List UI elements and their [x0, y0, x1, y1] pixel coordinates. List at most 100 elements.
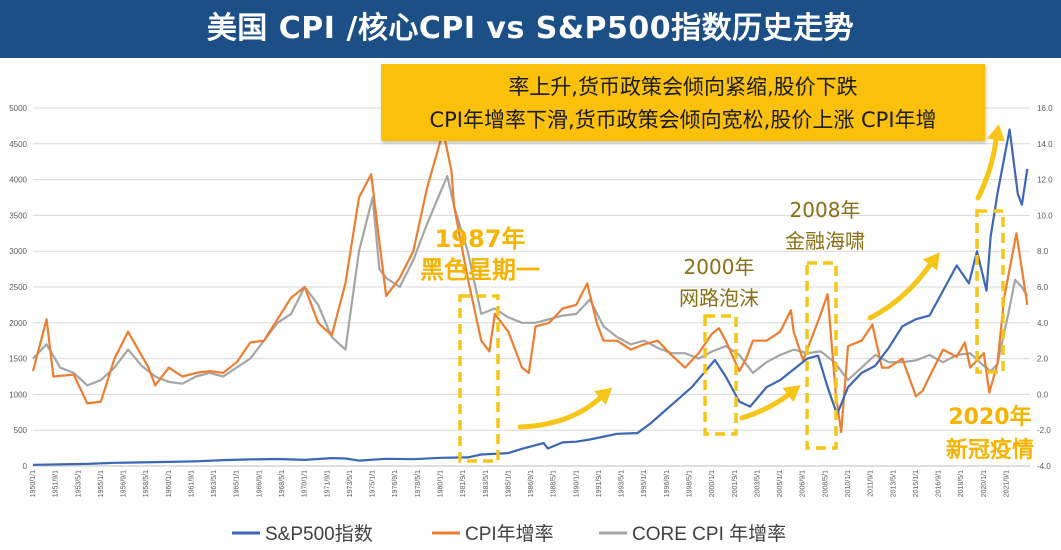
legend-label: S&P500指数 [265, 523, 373, 545]
y-right-tick-label: 12.0 [1037, 176, 1053, 185]
y-right-tick-label: 14.0 [1037, 140, 1053, 149]
x-tick-label: 1970/1/1 [302, 470, 309, 497]
y-right-tick-label: 16.0 [1037, 104, 1053, 113]
series-line-core-cpi [32, 174, 1029, 387]
callout-line-2: CPI年增率下滑,货币政策会倾向宽松,股价上涨 CPI年增 [429, 108, 937, 132]
x-tick-label: 1983/5/1 [483, 470, 490, 497]
x-tick-label: 2008/5/1 [822, 470, 829, 497]
page-title: 美国 CPI /核心CPI vs S&P500指数历史走势 [206, 11, 855, 46]
x-tick-label: 1966/9/1 [256, 470, 263, 497]
arrow-1987-head [594, 387, 613, 405]
x-tick-label: 1995/1/1 [641, 470, 648, 497]
y-right-tick-label: 10.0 [1037, 211, 1053, 220]
y-left-tick-label: 0 [23, 462, 28, 471]
x-tick-label: 2013/5/1 [890, 470, 897, 497]
label-2008-name: 金融海啸 [785, 229, 865, 253]
y-right-tick-label: -4.0 [1037, 462, 1051, 471]
x-tick-label: 2003/5/1 [754, 470, 761, 497]
x-tick-label: 2006/9/1 [800, 470, 807, 497]
y-left-tick-label: 2500 [9, 283, 27, 292]
arrow-2008-head [922, 252, 940, 271]
x-tick-label: 1971/9/1 [324, 470, 331, 497]
x-tick-label: 1965/1/1 [234, 470, 241, 497]
gridlines [33, 107, 1030, 467]
x-tick-label: 1951/9/1 [53, 470, 60, 497]
x-tick-label: 2018/5/1 [958, 470, 965, 497]
arrow-2020 [975, 137, 999, 201]
x-axis-ticks: 1950/1/1 1951/9/1 1953/5/1 1955/1/1 1956/9/1… [30, 465, 1030, 497]
label-2000-year: 2000年 [684, 255, 755, 279]
legend-label: CORE CPI 年增率 [632, 523, 786, 545]
highlight-boxes [458, 209, 1005, 463]
highlight-box-1987 [458, 294, 500, 463]
label-2008-year: 2008年 [790, 198, 861, 222]
x-tick-label: 1953/5/1 [75, 470, 82, 497]
y-left-tick-label: 2000 [9, 319, 27, 328]
label-1987-year: 1987年 [435, 225, 526, 253]
y-right-tick-label: 2.0 [1037, 355, 1049, 364]
trend-arrows [517, 124, 1005, 430]
title-bar: 美国 CPI /核心CPI vs S&P500指数历史走势 [0, 0, 1061, 58]
highlight-box-2008 [805, 261, 838, 450]
label-1987-name: 黑色星期一 [420, 256, 540, 284]
y-right-tick-label: 4.0 [1037, 319, 1049, 328]
x-tick-label: 2021/9/1 [1003, 470, 1010, 497]
x-tick-label: 1978/5/1 [415, 470, 422, 497]
arrow-2020-head [987, 124, 1005, 142]
x-tick-label: 2011/9/1 [868, 470, 875, 497]
x-tick-label: 1960/1/1 [166, 470, 173, 497]
callout-box: 率上升,货币政策会倾向紧缩,股价下跌 CPI年增率下滑,货币政策会倾向宽松,股价… [381, 64, 985, 141]
series-lines [31, 128, 1029, 466]
x-tick-label: 2020/1/1 [981, 470, 988, 497]
y-left-tick-label: 1000 [9, 390, 27, 399]
x-tick-label: 1950/1/1 [30, 470, 37, 497]
callout-line-1: 率上升,货币政策会倾向紧缩,股价下跌 [508, 75, 858, 99]
x-tick-label: 2015/1/1 [913, 470, 920, 497]
label-2020-year: 2020年 [948, 404, 1031, 430]
x-tick-label: 1955/1/1 [98, 470, 105, 497]
x-tick-label: 1981/9/1 [460, 470, 467, 497]
arrow-2000-head [782, 385, 801, 403]
y-right-tick-label: 6.0 [1037, 283, 1049, 292]
y-right-tick-label: 0.0 [1037, 390, 1049, 399]
y-left-tick-label: 500 [14, 426, 28, 435]
x-tick-label: 1973/5/1 [347, 470, 354, 497]
y-left-tick-label: 3000 [9, 247, 27, 256]
y-left-tick-label: 4500 [9, 140, 27, 149]
arrow-1987 [517, 395, 603, 430]
y-left-tick-label: 4000 [9, 176, 27, 185]
arrow-2000 [739, 392, 791, 421]
event-labels: 1987年 黑色星期一 2000年 网路泡沫 2008年 金融海啸 2020年 … [420, 198, 1034, 463]
x-tick-label: 1985/1/1 [505, 470, 512, 497]
legend: S&P500指数 CPI年增率 CORE CPI 年增率 [232, 523, 786, 545]
x-tick-label: 1988/5/1 [551, 470, 558, 497]
x-tick-label: 1993/5/1 [619, 470, 626, 497]
series-line-cpi [31, 130, 1029, 434]
x-tick-label: 1961/9/1 [188, 470, 195, 497]
highlight-box-2000 [703, 314, 738, 436]
y-right-tick-label: -2.0 [1037, 426, 1051, 435]
label-2000-name: 网路泡沫 [679, 286, 759, 310]
x-tick-label: 1976/9/1 [392, 470, 399, 497]
y-right-tick-label: 8.0 [1037, 247, 1049, 256]
highlight-box-2020 [975, 209, 1005, 374]
x-tick-label: 1956/9/1 [121, 470, 128, 497]
series-line-sp500 [32, 128, 1029, 466]
y-left-tick-label: 1500 [9, 355, 27, 364]
x-tick-label: 1963/5/1 [211, 470, 218, 497]
x-tick-label: 2001/9/1 [732, 470, 739, 497]
y-left-tick-label: 5000 [9, 104, 27, 113]
x-tick-label: 1998/5/1 [687, 470, 694, 497]
arrow-2008 [867, 262, 933, 321]
x-tick-label: 1986/9/1 [528, 470, 535, 497]
x-tick-label: 2000/1/1 [709, 470, 716, 497]
x-tick-label: 2005/1/1 [777, 470, 784, 497]
x-tick-label: 1996/9/1 [664, 470, 671, 497]
x-tick-label: 2016/9/1 [936, 470, 943, 497]
x-tick-label: 1980/1/1 [437, 470, 444, 497]
x-tick-label: 1958/5/1 [143, 470, 150, 497]
x-tick-label: 1991/9/1 [596, 470, 603, 497]
y-axis-right: -4.0 -2.0 0.0 2.0 4.0 6.0 8.0 10.0 12.0 14.0 16.0 [1037, 104, 1053, 471]
x-tick-label: 1968/5/1 [279, 470, 286, 497]
